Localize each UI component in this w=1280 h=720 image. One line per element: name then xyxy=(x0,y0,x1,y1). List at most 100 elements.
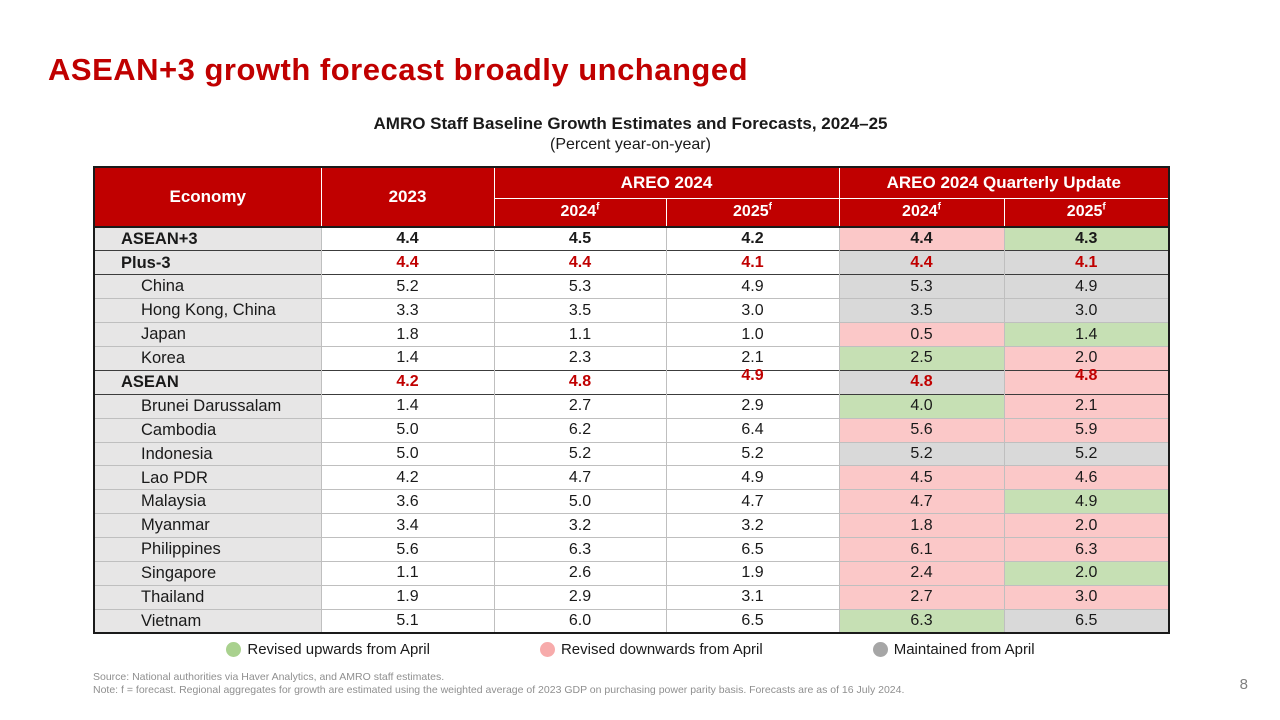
table-header: Economy 2023 AREO 2024 AREO 2024 Quarter… xyxy=(93,166,1170,228)
slide-title: ASEAN+3 growth forecast broadly unchange… xyxy=(48,52,749,87)
economy-cell: Singapore xyxy=(94,560,321,586)
table-subtitle: (Percent year-on-year) xyxy=(550,136,711,153)
legend-label: Maintained from April xyxy=(893,641,1035,658)
economy-cell: Malaysia xyxy=(94,489,321,514)
value-cell: 3.2 xyxy=(493,513,666,538)
value-cell: 4.4 xyxy=(320,250,494,275)
economy-cell: Indonesia xyxy=(94,441,321,466)
value-cell: 3.6 xyxy=(320,489,494,514)
value-cell: 3.0 xyxy=(1003,298,1170,323)
value-cell: 2.9 xyxy=(665,393,840,419)
value-cell: 4.7 xyxy=(665,489,840,514)
header-economy: Economy xyxy=(93,166,322,228)
value-cell: 6.3 xyxy=(838,608,1005,634)
value-cell: 5.6 xyxy=(838,417,1005,443)
table-row: ASEAN 4.2 4.8 4.9 4.8 4.8 xyxy=(94,368,1170,395)
value-cell: 2.6 xyxy=(493,560,666,586)
value-cell: 6.3 xyxy=(493,537,666,562)
header-areo-2024f: 2024f xyxy=(493,197,667,228)
header-areo-2025f: 2025f xyxy=(665,197,840,228)
legend-dot-icon xyxy=(872,642,888,657)
value-cell: 5.0 xyxy=(320,417,494,443)
footer: Source: National authorities via Haver A… xyxy=(93,671,904,697)
value-cell: 4.5 xyxy=(838,465,1005,490)
table-row: Philippines 5.6 6.3 6.5 6.1 6.3 xyxy=(94,537,1170,562)
header-areo-2024: AREO 2024 xyxy=(493,166,840,199)
value-cell: 4.7 xyxy=(493,465,666,490)
value-cell: 4.2 xyxy=(320,369,494,395)
value-cell: 2.9 xyxy=(493,584,666,610)
value-cell: 2.7 xyxy=(493,393,666,419)
value-cell: 2.3 xyxy=(493,345,666,371)
table-body: ASEAN+3 4.4 4.5 4.2 4.4 4.3 Plus-3 4.4 4.4 4.1 4.4… xyxy=(94,226,1170,634)
value-cell: 3.0 xyxy=(1003,584,1170,610)
legend-label: Revised downwards from April xyxy=(560,641,763,658)
table-row: Cambodia 5.0 6.2 6.4 5.6 5.9 xyxy=(94,417,1170,443)
value-cell: 4.7 xyxy=(838,489,1005,514)
value-cell: 4.9 xyxy=(1003,489,1170,514)
value-cell: 3.0 xyxy=(665,298,840,323)
economy-cell: Lao PDR xyxy=(94,465,321,490)
table-caption: AMRO Staff Baseline Growth Estimates and… xyxy=(93,114,1168,154)
economy-cell: Myanmar xyxy=(94,513,321,538)
table-row: China 5.2 5.3 4.9 5.3 4.9 xyxy=(94,274,1170,299)
value-cell: 1.4 xyxy=(320,393,494,419)
footer-note: Note: f = forecast. Regional aggregates … xyxy=(93,684,905,696)
value-cell: 4.4 xyxy=(838,250,1005,275)
value-cell: 1.0 xyxy=(665,322,840,347)
value-cell: 3.4 xyxy=(320,513,494,538)
economy-cell: ASEAN+3 xyxy=(94,226,321,251)
value-cell: 4.6 xyxy=(1003,465,1170,490)
table-row: Thailand 1.9 2.9 3.1 2.7 3.0 xyxy=(94,584,1170,610)
economy-cell: Philippines xyxy=(94,537,321,562)
value-cell: 6.5 xyxy=(1003,608,1170,634)
value-cell: 6.2 xyxy=(493,417,666,443)
value-cell: 4.9 xyxy=(1003,274,1170,299)
value-cell: 5.0 xyxy=(320,441,494,466)
value-cell: 1.1 xyxy=(493,322,666,347)
header-quarterly-update: AREO 2024 Quarterly Update xyxy=(838,166,1170,199)
value-cell: 6.0 xyxy=(493,608,666,634)
value-cell: 3.3 xyxy=(320,298,494,323)
table-row: Malaysia 3.6 5.0 4.7 4.7 4.9 xyxy=(94,489,1170,514)
economy-cell: Cambodia xyxy=(94,417,321,443)
table-row: Myanmar 3.4 3.2 3.2 1.8 2.0 xyxy=(94,513,1170,538)
value-cell: 3.1 xyxy=(665,584,840,610)
value-cell: 2.0 xyxy=(1003,513,1170,538)
legend-dot-icon xyxy=(226,642,242,657)
value-cell: 1.4 xyxy=(1003,322,1170,347)
value-cell: 6.5 xyxy=(665,608,840,634)
value-cell: 4.1 xyxy=(665,250,840,275)
value-cell: 5.3 xyxy=(838,274,1005,299)
legend-item: Maintained from April xyxy=(872,641,1035,658)
value-cell: 3.5 xyxy=(838,298,1005,323)
legend-label: Revised upwards from April xyxy=(247,641,430,658)
value-cell: 4.8 xyxy=(1003,368,1170,395)
legend-dot-icon xyxy=(539,642,555,657)
economy-cell: ASEAN xyxy=(94,369,321,395)
value-cell: 2.0 xyxy=(1003,345,1170,371)
growth-table: Economy 2023 AREO 2024 AREO 2024 Quarter… xyxy=(93,166,1171,635)
value-cell: 0.5 xyxy=(838,322,1005,347)
table-row: Indonesia 5.0 5.2 5.2 5.2 5.2 xyxy=(94,441,1170,466)
value-cell: 5.6 xyxy=(320,537,494,562)
value-cell: 6.5 xyxy=(665,537,840,562)
value-cell: 4.8 xyxy=(838,369,1005,395)
value-cell: 6.4 xyxy=(665,417,840,443)
value-cell: 1.1 xyxy=(320,560,494,586)
legend-item: Revised upwards from April xyxy=(226,641,430,658)
table-row: Singapore 1.1 2.6 1.9 2.4 2.0 xyxy=(94,560,1170,586)
value-cell: 6.3 xyxy=(1003,537,1170,562)
economy-cell: Korea xyxy=(94,345,321,371)
value-cell: 1.9 xyxy=(665,560,840,586)
value-cell: 2.5 xyxy=(838,345,1005,371)
value-cell: 4.2 xyxy=(320,465,494,490)
value-cell: 6.1 xyxy=(838,537,1005,562)
table-row: Korea 1.4 2.3 2.1 2.5 2.0 xyxy=(94,345,1170,371)
value-cell: 4.3 xyxy=(1003,226,1170,251)
table-row: Brunei Darussalam 1.4 2.7 2.9 4.0 2.1 xyxy=(94,393,1170,419)
value-cell: 4.4 xyxy=(493,250,666,275)
value-cell: 1.8 xyxy=(838,513,1005,538)
value-cell: 4.1 xyxy=(1003,250,1170,275)
economy-cell: China xyxy=(94,274,321,299)
